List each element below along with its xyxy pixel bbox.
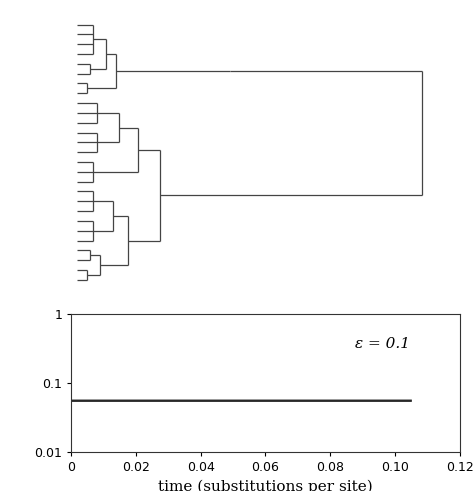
X-axis label: time (substitutions per site): time (substitutions per site): [158, 479, 373, 491]
Text: ε = 0.1: ε = 0.1: [355, 337, 410, 352]
